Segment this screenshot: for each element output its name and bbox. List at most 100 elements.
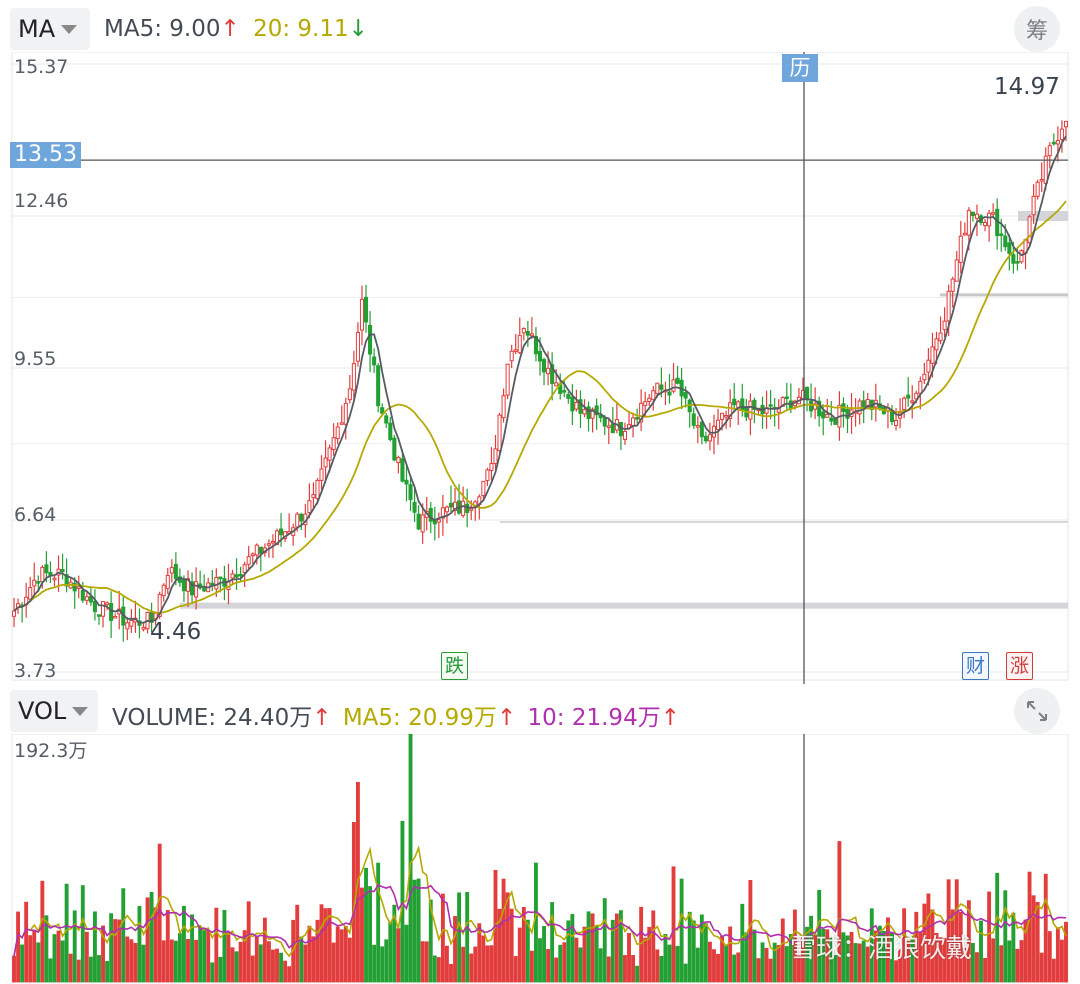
candle-body: [983, 221, 988, 226]
candle-body: [355, 332, 360, 362]
volume-bar: [331, 942, 336, 983]
volume-bar: [68, 953, 73, 983]
candle-body: [922, 373, 927, 381]
volume-bar: [780, 918, 785, 983]
volume-bar: [202, 928, 207, 983]
expand-icon: [1027, 701, 1047, 721]
candle-body: [622, 430, 628, 440]
volume-bar: [76, 959, 81, 983]
volume-bar: [137, 905, 142, 983]
volume-bar: [966, 900, 971, 983]
volume-bar: [88, 956, 93, 983]
volume-bar: [440, 893, 445, 983]
chip-distribution-button[interactable]: 筹: [1014, 6, 1060, 52]
candle-body: [129, 619, 134, 627]
volume-bar: [173, 940, 178, 983]
volume-bar: [594, 926, 599, 983]
volume-bar: [121, 888, 126, 983]
indicator-selector-ma[interactable]: MA: [10, 8, 90, 50]
candle-body: [436, 519, 441, 523]
volume-bar: [845, 935, 850, 983]
candle-body: [497, 414, 502, 452]
limit-up-marker[interactable]: 涨: [1006, 652, 1034, 680]
watermark-text: 雪球：酒狼饮戴: [790, 934, 973, 964]
volume-bar: [1043, 873, 1048, 983]
volume-bar: [113, 919, 118, 983]
volume-bar: [149, 892, 154, 983]
candle-body: [554, 382, 559, 387]
candle-body: [408, 484, 413, 501]
candle-body: [655, 382, 660, 395]
volume-bar: [497, 908, 502, 983]
y-tick-12-46: 12.46: [14, 190, 69, 212]
price-chart[interactable]: [0, 52, 1080, 684]
candle-body: [598, 414, 603, 419]
volume-bar: [768, 958, 773, 983]
candle-body: [396, 456, 401, 464]
volume-bar: [84, 931, 89, 983]
volume-bar: [525, 919, 530, 983]
drop-marker[interactable]: 跌: [441, 652, 469, 680]
volume-bar: [922, 903, 927, 983]
volume-bar: [40, 880, 45, 983]
candle-body: [493, 448, 498, 464]
candle-body: [230, 573, 235, 579]
volume-bar: [776, 945, 781, 983]
volume-bar: [792, 909, 797, 983]
candle-body: [1047, 145, 1052, 157]
volume-bar: [833, 955, 838, 983]
finance-marker[interactable]: 财: [962, 652, 990, 680]
candle-body: [28, 587, 33, 600]
candle-body: [1051, 141, 1056, 145]
candle-body: [829, 417, 834, 422]
support-band: [180, 602, 1068, 609]
volume-bar: [279, 952, 283, 983]
volume-bar: [258, 944, 263, 983]
candle-body: [594, 405, 599, 416]
expand-button[interactable]: [1014, 688, 1060, 734]
volume-bar: [56, 930, 61, 983]
volume-bar: [372, 944, 377, 983]
price-frame: [11, 52, 1069, 681]
candle-body: [52, 577, 57, 581]
volume-bar: [319, 904, 324, 983]
indicator-selector-vol[interactable]: VOL: [10, 690, 98, 732]
candle-body: [412, 501, 417, 513]
volume-bar: [392, 904, 397, 983]
candle-body: [1007, 242, 1012, 254]
candle-body: [448, 502, 454, 508]
volume-bar: [230, 947, 235, 983]
candle-body: [930, 346, 935, 364]
volume-bar: [420, 941, 425, 983]
volume-bar: [590, 913, 595, 983]
volume-bar: [457, 892, 462, 983]
volume-bar: [509, 908, 514, 983]
up-arrow-icon: ↑: [220, 16, 240, 42]
candle-body: [469, 508, 474, 511]
vol-ma10-legend: 10: 21.94万: [527, 705, 661, 731]
candle-body: [113, 615, 118, 619]
candle-body: [1015, 261, 1020, 264]
volume-bar: [550, 902, 555, 983]
crosshair-date-marker[interactable]: 历: [782, 54, 818, 82]
candle-body: [444, 506, 449, 513]
candle-body: [157, 593, 162, 617]
volume-bar: [169, 939, 174, 983]
candle-body: [270, 540, 276, 544]
volume-bar: [886, 917, 890, 983]
volume-bar: [987, 891, 992, 983]
volume-bar: [574, 937, 579, 983]
volume-bar: [983, 957, 987, 983]
volume-bar: [80, 885, 85, 983]
candle-body: [606, 425, 611, 428]
candle-body: [311, 494, 316, 499]
volume-bar: [343, 925, 348, 983]
volume-bar: [1055, 927, 1060, 983]
candle-body: [894, 419, 899, 426]
volume-bar: [639, 906, 644, 983]
volume-bar: [926, 893, 931, 983]
candle-body: [32, 579, 37, 587]
candle-body: [331, 437, 336, 451]
volume-chart[interactable]: [0, 734, 1080, 984]
candle-body: [307, 500, 312, 514]
